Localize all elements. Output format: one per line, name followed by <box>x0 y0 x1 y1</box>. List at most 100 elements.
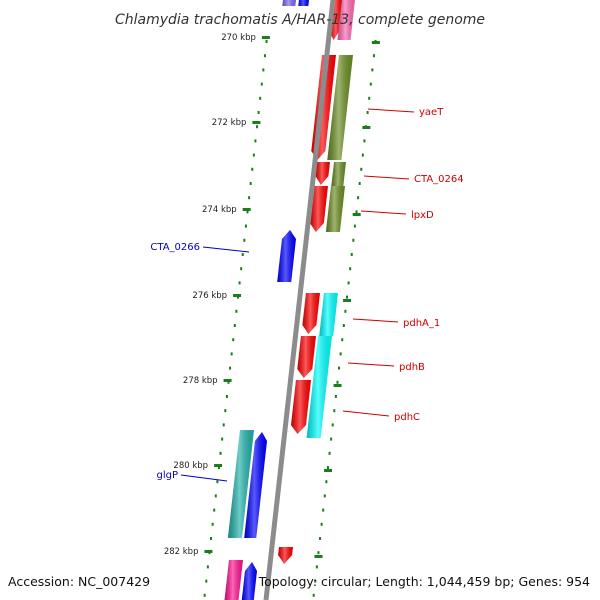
outer-guide-dot <box>320 522 323 526</box>
outer-guide-dot <box>352 238 355 242</box>
inner-guide-dot <box>216 480 219 484</box>
tick-label: 282 kbp <box>164 547 199 557</box>
gene-feature-shading <box>337 0 355 40</box>
outer-guide-dot <box>325 480 328 484</box>
inner-guide-dot <box>260 82 263 86</box>
inner-guide-dot <box>265 40 268 43</box>
outer-guide-dot <box>319 537 322 540</box>
outer-guide-dot <box>349 267 352 271</box>
inner-guide-dot <box>227 380 230 384</box>
gene-feature-shading <box>282 0 296 6</box>
accession-text: Accession: NC_007429 <box>8 574 150 589</box>
inner-guide-dot <box>236 295 239 299</box>
gene-feature-shading <box>277 230 296 282</box>
outer-guide-dot <box>363 139 366 143</box>
outer-guide-dot <box>336 380 339 384</box>
tick-mark-outer <box>362 126 371 129</box>
gene-feature-shading <box>278 547 293 564</box>
outer-guide-dot <box>345 295 348 299</box>
inner-guide-dot <box>257 111 260 114</box>
outer-guide-dot <box>371 68 374 72</box>
feature-track <box>224 0 355 600</box>
outer-guide-dot <box>344 309 347 313</box>
inner-guide-dot <box>222 423 225 427</box>
tick-mark-outer <box>314 555 323 558</box>
topology-summary: Topology: circular; Length: 1,044,459 bp… <box>258 574 590 589</box>
inner-guide-dot <box>205 579 208 583</box>
outer-guide-dot <box>333 409 336 413</box>
tick-label: 272 kbp <box>212 118 247 128</box>
gene-label: CTA_0264 <box>414 174 464 185</box>
inner-guide-dot <box>203 593 206 597</box>
tick-mark <box>242 208 251 211</box>
genome-backbone <box>263 0 336 600</box>
leader-line <box>367 108 415 113</box>
gene-feature-shading <box>302 293 320 334</box>
gene-label: CTA_0266 <box>150 242 200 253</box>
outer-guide-dot <box>368 96 371 100</box>
gene-label: pdhA_1 <box>403 318 440 329</box>
inner-guide-dot <box>232 338 235 342</box>
gene-feature-shading <box>227 430 254 538</box>
outer-guide-dot <box>361 153 364 157</box>
inner-guide-dot <box>213 508 216 512</box>
tick-mark-outer <box>352 213 361 216</box>
inner-guide-dot <box>254 139 257 143</box>
outer-guide-dot <box>334 395 337 398</box>
leader-line <box>202 246 250 253</box>
tick-mark <box>204 550 213 553</box>
leader-line <box>352 318 399 323</box>
outer-guide-dot <box>331 423 334 427</box>
outer-guide-dot <box>315 565 318 569</box>
inner-guide-dot <box>206 565 209 569</box>
inner-guide-dot <box>238 281 241 285</box>
gene-feature-shading <box>297 336 316 378</box>
tick-mark <box>252 121 261 124</box>
tick-mark <box>261 36 270 39</box>
tick-mark <box>223 379 232 382</box>
gene-label: pdhC <box>394 412 420 423</box>
inner-guide-dot <box>263 54 266 58</box>
outer-guide-dot <box>330 437 333 441</box>
inner-guide-dot <box>233 324 236 327</box>
leader-line <box>180 474 228 482</box>
leader-line <box>363 175 410 180</box>
inner-guide-dot <box>259 96 262 100</box>
gene-feature-shading <box>244 432 267 538</box>
inner-guide-dot <box>219 451 222 455</box>
leader-line <box>360 210 407 215</box>
inner-guide-dot <box>221 437 224 441</box>
leader-line <box>342 410 390 417</box>
gene-labels: yaeT CTA_0264 lpxD CTA_0266 pdhA_1 pdhB pdhC gl… <box>150 107 464 482</box>
inner-guide-dot <box>214 494 217 498</box>
outer-guide-dot <box>341 338 344 342</box>
outer-guide-dot <box>350 253 353 256</box>
outer-guide-dot <box>339 352 342 356</box>
inner-guide-dot <box>225 395 228 398</box>
tick-label: 274 kbp <box>202 205 237 215</box>
inner-guide-dot <box>252 153 255 157</box>
gene-label: pdhB <box>399 362 425 373</box>
outer-guide-dot <box>342 324 345 327</box>
outer-guide-dot <box>338 366 341 370</box>
gene-feature-shading <box>325 186 345 232</box>
leader-line <box>347 362 395 367</box>
inner-guide-dot <box>256 125 259 129</box>
tick-mark-outer <box>333 384 342 387</box>
gene-feature-shading <box>306 336 332 438</box>
outer-guide-dot <box>328 451 331 455</box>
tick-mark-outer <box>343 299 352 302</box>
inner-guide-dot <box>251 167 254 171</box>
gene-feature-shading <box>298 0 309 6</box>
inner-guide-dot <box>229 366 232 370</box>
inner-guide-dot <box>211 522 214 526</box>
tick-marks: 270 kbp 272 kbp 274 kbp 276 kbp 278 kbp 280 k… <box>164 33 380 558</box>
gene-feature-shading <box>309 186 328 232</box>
inner-guide-dot <box>243 238 246 242</box>
gene-feature-shading <box>291 380 311 434</box>
outer-guide-dot <box>369 82 372 86</box>
outer-guide-dot <box>323 494 326 498</box>
outer-guide-dot <box>357 196 360 200</box>
inner-guide-dot <box>235 309 238 313</box>
